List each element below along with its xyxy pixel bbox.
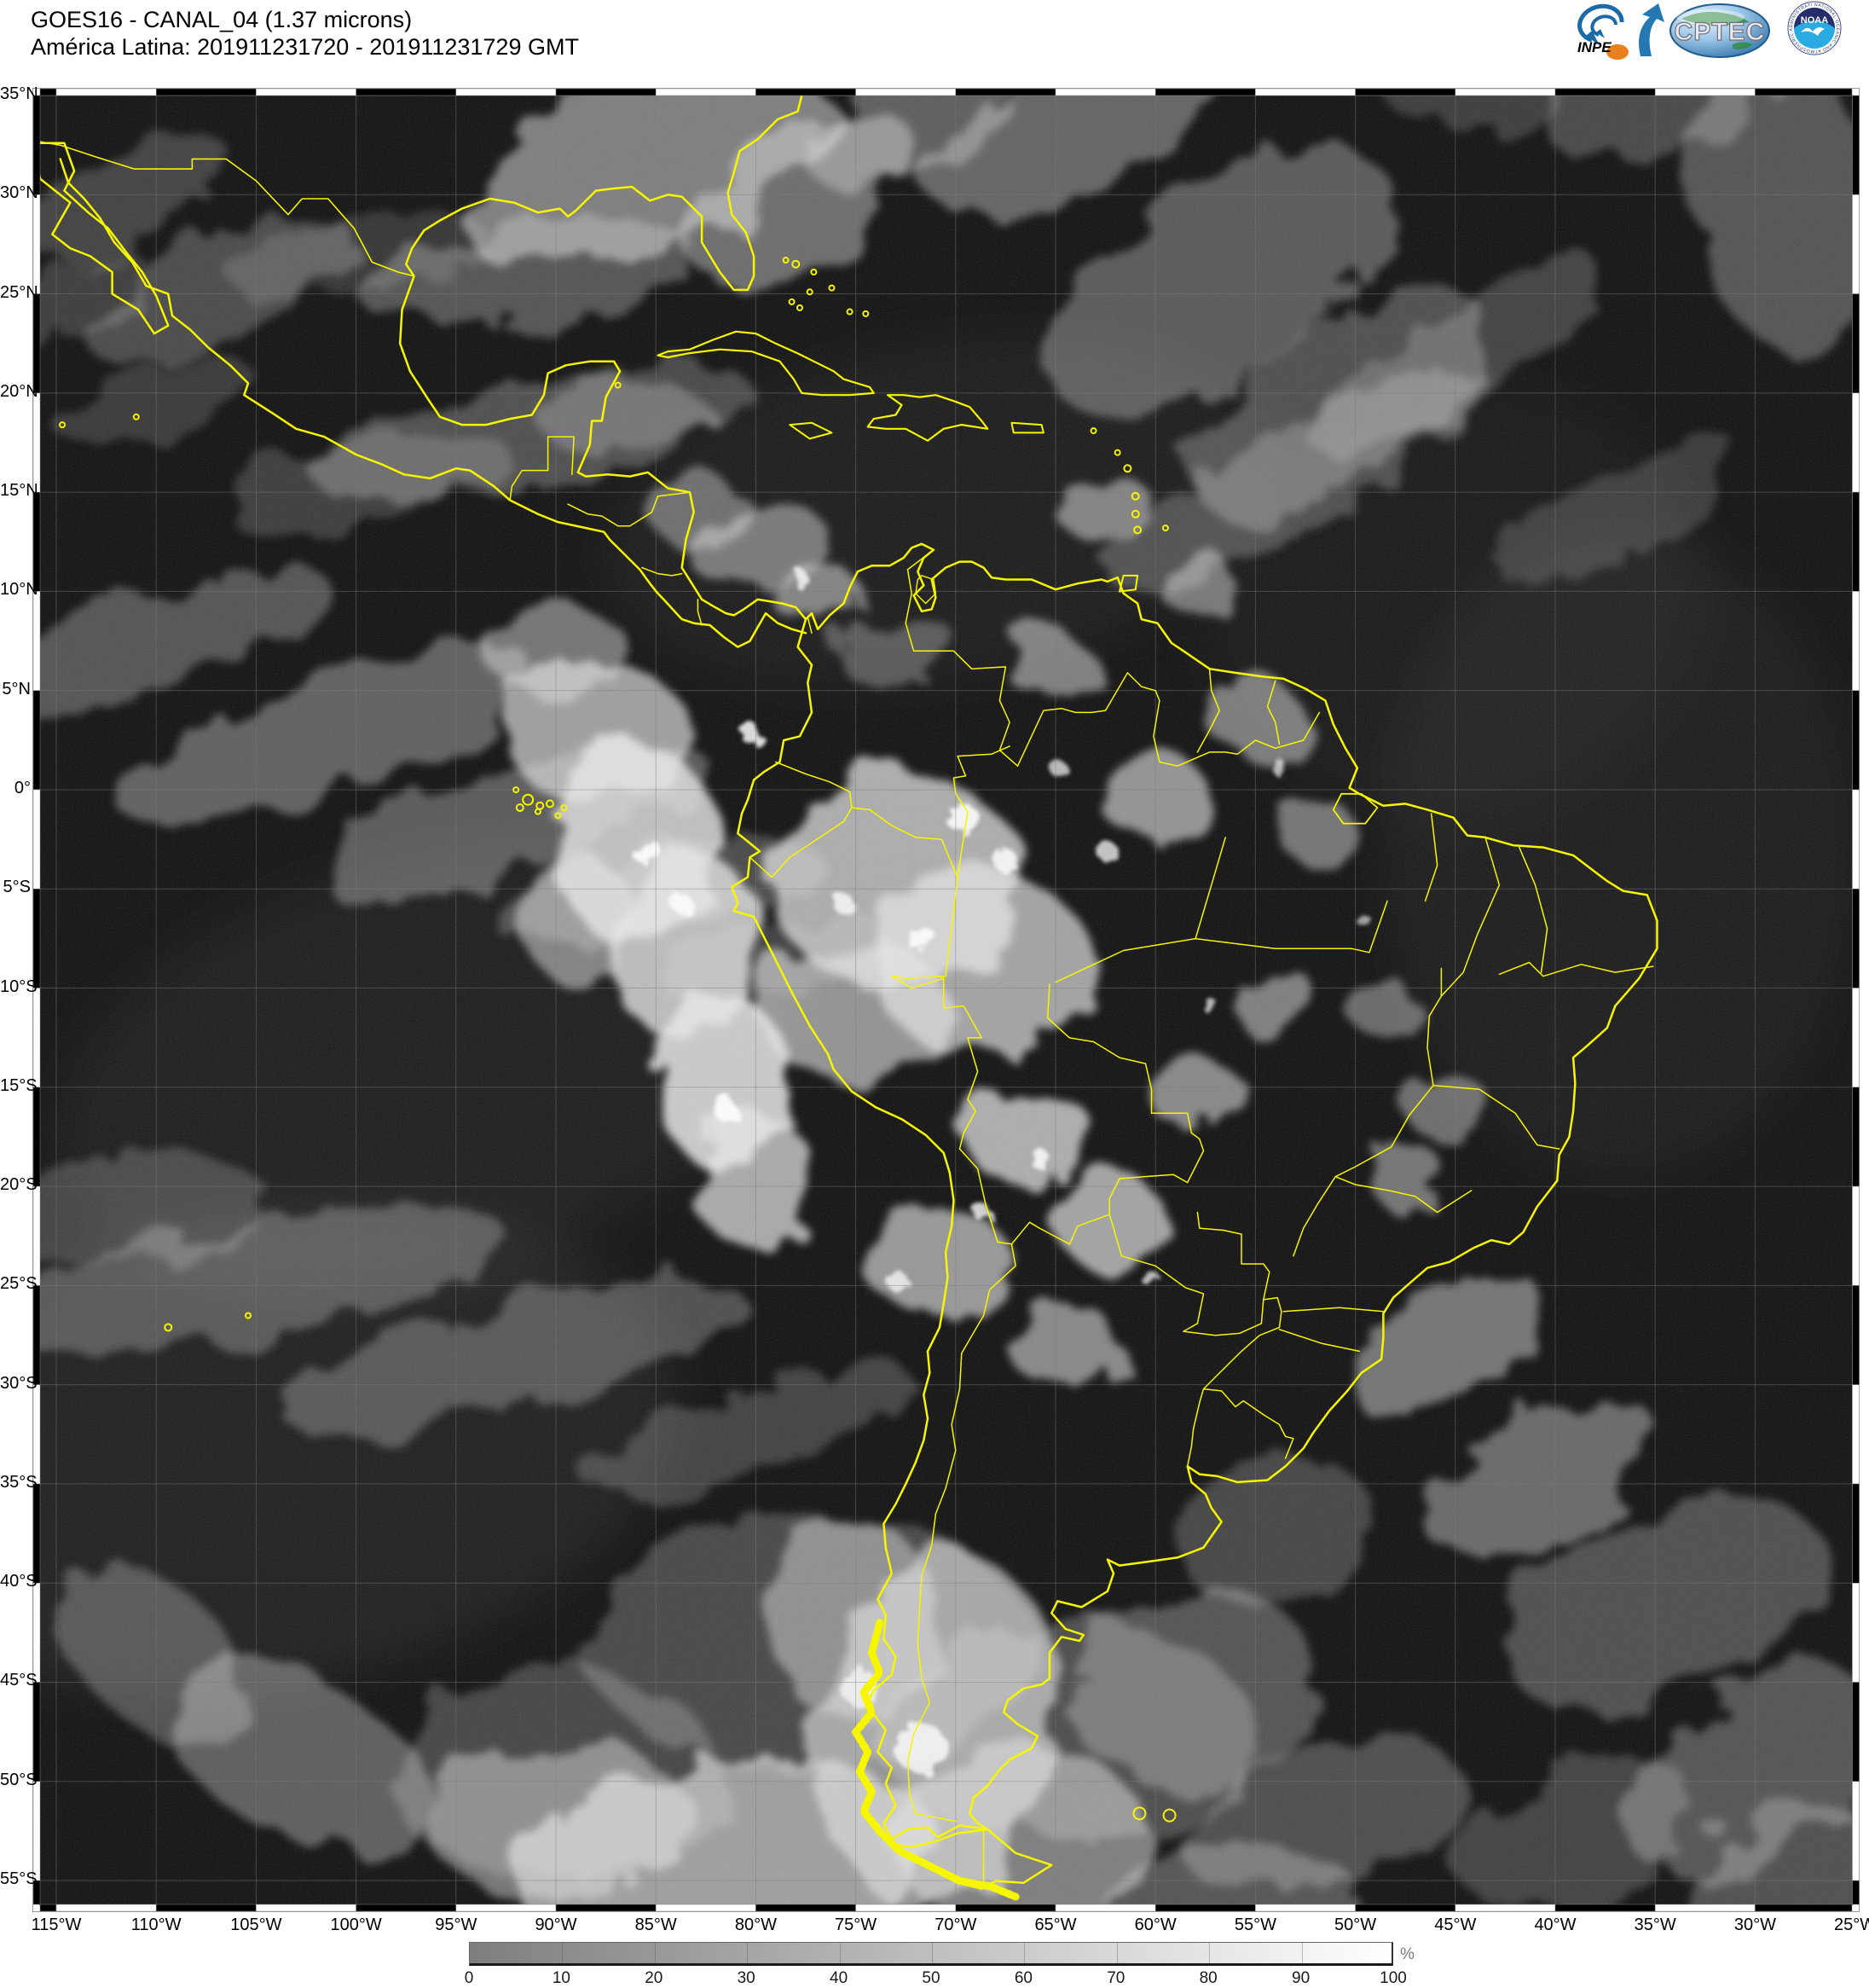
border-line <box>1424 813 1438 902</box>
border-line <box>1440 837 1501 997</box>
product-subtitle: América Latina: 201911231720 - 201911231… <box>31 34 579 60</box>
border-line <box>1183 1211 1270 1336</box>
coastline-baja-california <box>40 142 170 335</box>
island-outline <box>788 298 796 305</box>
border-line <box>641 566 683 577</box>
island-outline <box>810 269 818 276</box>
inpe-logo: INPE <box>1577 3 1664 60</box>
island-outline <box>560 804 568 812</box>
island-outline <box>1133 525 1143 535</box>
border-line <box>1202 1296 1282 1390</box>
border-line <box>851 745 1010 878</box>
border-line <box>1016 672 1321 767</box>
island-outline <box>796 304 803 311</box>
island-outline <box>1090 427 1097 435</box>
island-outline <box>862 310 870 317</box>
island-outline <box>545 799 554 809</box>
product-title: GOES16 - CANAL_04 (1.37 microns) <box>31 7 413 32</box>
island-outline <box>512 786 520 794</box>
island-outline <box>614 381 622 389</box>
island-outline <box>1131 491 1140 501</box>
border-line <box>775 761 853 809</box>
island-outline <box>1123 464 1132 473</box>
coastline-north-central-america <box>398 96 807 621</box>
border-line <box>1519 846 1548 973</box>
border-line <box>1186 1388 1294 1468</box>
border-us-mexico <box>40 141 415 277</box>
island-outline <box>846 308 853 316</box>
coastline-marajo <box>1332 792 1379 825</box>
border-line <box>1278 1329 1361 1353</box>
island-outline <box>534 808 541 815</box>
island-outline <box>791 259 801 269</box>
island-outline <box>1161 525 1169 532</box>
border-line <box>567 491 691 527</box>
coastline-trinidad <box>1119 574 1139 593</box>
island-outline <box>1162 1808 1177 1823</box>
country-outlines <box>40 96 1658 1901</box>
border-line <box>1282 1307 1385 1313</box>
inpe-logo-label: INPE <box>1577 39 1612 55</box>
coastline-hispaniola <box>866 394 989 442</box>
border-line <box>697 599 703 626</box>
border-line <box>1108 1214 1205 1332</box>
border-line <box>1293 1175 1473 1257</box>
island-outline <box>782 257 790 264</box>
island-outline <box>1132 1806 1147 1821</box>
coastline-jamaica <box>789 421 833 440</box>
border-line <box>1266 680 1281 745</box>
border-line <box>807 616 813 635</box>
island-outline <box>806 288 813 296</box>
border-line <box>1055 900 1388 983</box>
island-outline <box>132 413 140 420</box>
island-outline <box>59 421 67 429</box>
cptec-logo: CPTEC <box>1669 3 1770 58</box>
island-outline <box>245 1312 252 1319</box>
island-outline <box>554 812 562 820</box>
border-line <box>905 548 1019 767</box>
border-line <box>1196 668 1220 753</box>
island-outline <box>515 803 524 813</box>
border-line <box>1010 983 1205 1245</box>
border-line <box>509 436 575 501</box>
border-line <box>1195 837 1226 940</box>
cptec-logo-label: CPTEC <box>1675 18 1766 46</box>
border-line <box>1334 1084 1434 1178</box>
border-line <box>891 876 983 1150</box>
logo-bar: INPE CPTEC <box>1564 0 1869 60</box>
header: GOES16 - CANAL_04 (1.37 microns) América… <box>31 6 579 61</box>
coastline-puerto-rico <box>1010 421 1044 434</box>
map-border-stripes <box>32 88 1860 1912</box>
island-outline <box>828 284 836 292</box>
island-outline <box>1114 449 1121 456</box>
island-outline <box>522 793 535 806</box>
coastline-cuba <box>657 330 875 397</box>
noaa-logo-label: NOAA <box>1801 15 1828 26</box>
island-outline <box>1131 509 1140 519</box>
lake-maracaibo <box>915 575 937 605</box>
coastline-mexico-pacific <box>59 158 807 648</box>
coastline-south-america <box>731 542 1658 1840</box>
coastline-chilean-fjords <box>852 1619 1020 1901</box>
island-outline <box>164 1323 173 1332</box>
border-line <box>749 807 853 878</box>
border-line <box>1498 961 1654 977</box>
